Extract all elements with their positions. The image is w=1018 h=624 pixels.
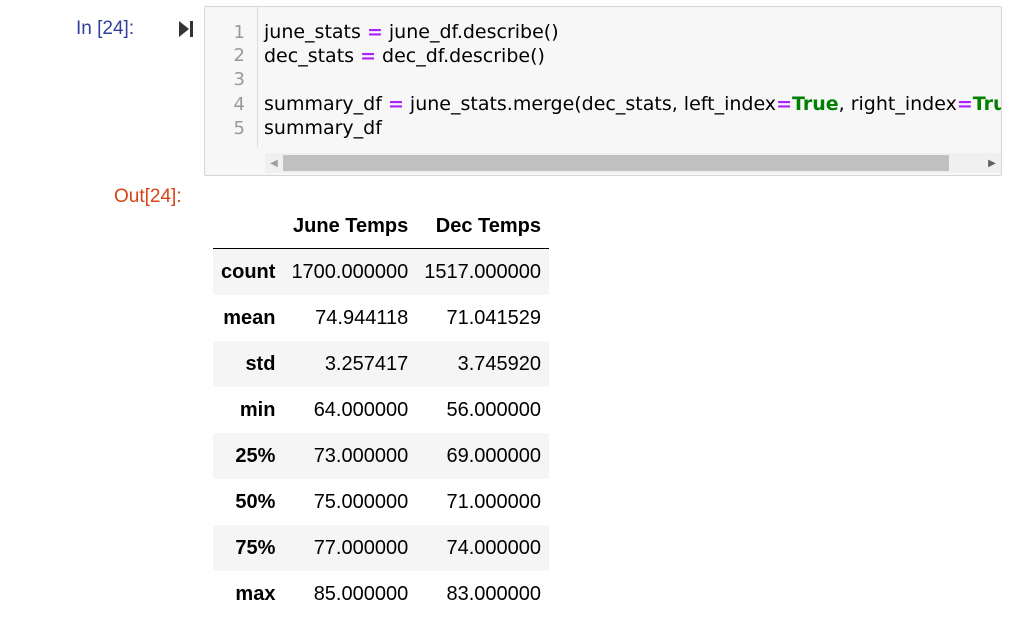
- scrollbar-thumb[interactable]: [283, 155, 949, 171]
- table-cell: 64.000000: [313, 398, 409, 421]
- row-index: max: [235, 582, 276, 605]
- table-row: 25% 73.000000 69.000000: [213, 433, 550, 479]
- table-row: 75% 77.000000 74.000000: [213, 525, 550, 571]
- code-line-4: summary_df = june_stats.merge(dec_stats,…: [264, 93, 1001, 115]
- table-header-row: June Temps Dec Temps: [213, 204, 550, 249]
- table-cell: 77.000000: [313, 536, 409, 559]
- column-header: June Temps: [283, 204, 417, 249]
- table-cell: 3.745920: [457, 352, 542, 375]
- row-index: 75%: [235, 536, 276, 559]
- table-row: 50% 75.000000 71.000000: [213, 479, 550, 525]
- code-line-1: june_stats = june_df.describe(): [264, 21, 559, 43]
- table-cell: 71.000000: [446, 490, 542, 513]
- table-row: count 1700.000000 1517.000000: [213, 248, 550, 295]
- table-cell: 85.000000: [313, 582, 409, 605]
- table-cell: 73.000000: [313, 444, 409, 467]
- line-number: 4: [233, 94, 245, 115]
- column-header: Dec Temps: [416, 204, 550, 249]
- dataframe-table: June Temps Dec Temps count 1700.000000 1…: [213, 204, 550, 617]
- table-cell: 1517.000000: [424, 260, 542, 283]
- scroll-left-arrow-icon[interactable]: ◀: [270, 157, 278, 169]
- line-number-gutter: 1 2 3 4 5: [205, 7, 258, 147]
- horizontal-scrollbar[interactable]: ◀ ▶: [265, 153, 1001, 173]
- line-number: 2: [233, 45, 245, 66]
- row-index: min: [239, 398, 276, 421]
- scroll-right-arrow-icon[interactable]: ▶: [988, 157, 996, 169]
- row-index: mean: [223, 306, 276, 329]
- index-header: [213, 204, 284, 249]
- table-row: mean 74.944118 71.041529: [213, 295, 550, 341]
- table-cell: 83.000000: [446, 582, 542, 605]
- table-cell: 3.257417: [324, 352, 409, 375]
- line-number: 3: [233, 69, 245, 90]
- code-line-5: summary_df: [264, 117, 382, 139]
- table-row: min 64.000000 56.000000: [213, 387, 550, 433]
- line-number: 1: [233, 22, 245, 43]
- table-row: max 85.000000 83.000000: [213, 571, 550, 617]
- run-cell-icon[interactable]: [178, 19, 194, 39]
- table-cell: 75.000000: [313, 490, 409, 513]
- code-line-2: dec_stats = dec_df.describe(): [264, 45, 545, 67]
- table-cell: 1700.000000: [291, 260, 409, 283]
- row-index: count: [221, 260, 276, 283]
- table-cell: 74.944118: [315, 306, 409, 329]
- input-prompt: In [24]:: [76, 18, 135, 39]
- row-index: 25%: [235, 444, 276, 467]
- table-cell: 69.000000: [446, 444, 542, 467]
- row-index: 50%: [235, 490, 276, 513]
- table-cell: 74.000000: [446, 536, 542, 559]
- row-index: std: [245, 352, 276, 375]
- table-cell: 71.041529: [446, 306, 542, 329]
- table-cell: 56.000000: [446, 398, 542, 421]
- table-row: std 3.257417 3.745920: [213, 341, 550, 387]
- line-number: 5: [233, 118, 245, 139]
- output-prompt: Out[24]:: [114, 186, 182, 207]
- code-editor[interactable]: 1 2 3 4 5 june_stats = june_df.describe(…: [204, 6, 1002, 176]
